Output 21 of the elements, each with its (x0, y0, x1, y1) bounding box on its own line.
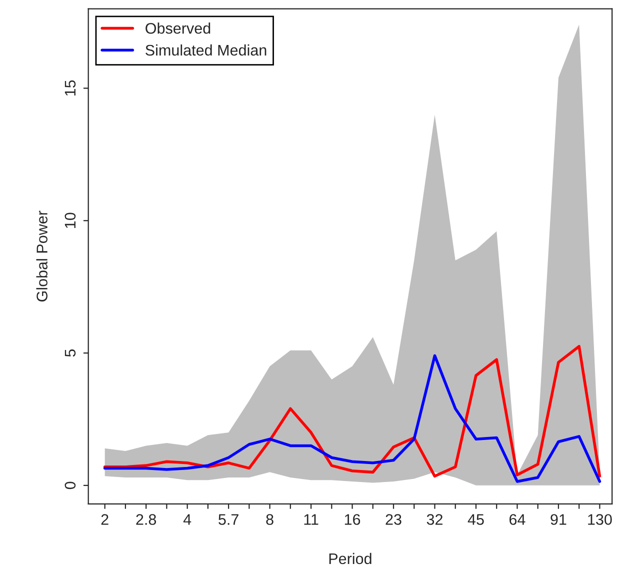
x-tick-label: 2.8 (136, 514, 156, 525)
x-tick-label: 8 (266, 514, 274, 525)
x-tick-label: 5.7 (218, 514, 238, 525)
x-tick-label: 23 (386, 514, 402, 525)
x-tick-label: 130 (588, 514, 612, 525)
x-tick-label: 45 (468, 514, 484, 525)
legend-label: Simulated Median (146, 44, 266, 56)
x-tick-label: 32 (426, 514, 442, 525)
legend-label: Observed (146, 22, 210, 34)
x-tick-label: 91 (550, 514, 566, 525)
y-axis-title: Global Power (36, 210, 48, 302)
y-tick-label: 15 (64, 80, 76, 96)
y-tick-label: 0 (64, 482, 76, 490)
x-tick-label: 4 (183, 514, 192, 525)
x-axis-title: Period (329, 552, 372, 564)
x-tick-label: 11 (304, 514, 318, 525)
x-tick-label: 2 (101, 514, 108, 525)
x-tick-label: 16 (344, 514, 360, 525)
y-tick-label: 5 (64, 349, 76, 357)
x-tick-label: 64 (510, 514, 526, 525)
y-tick-label: 10 (64, 212, 76, 228)
